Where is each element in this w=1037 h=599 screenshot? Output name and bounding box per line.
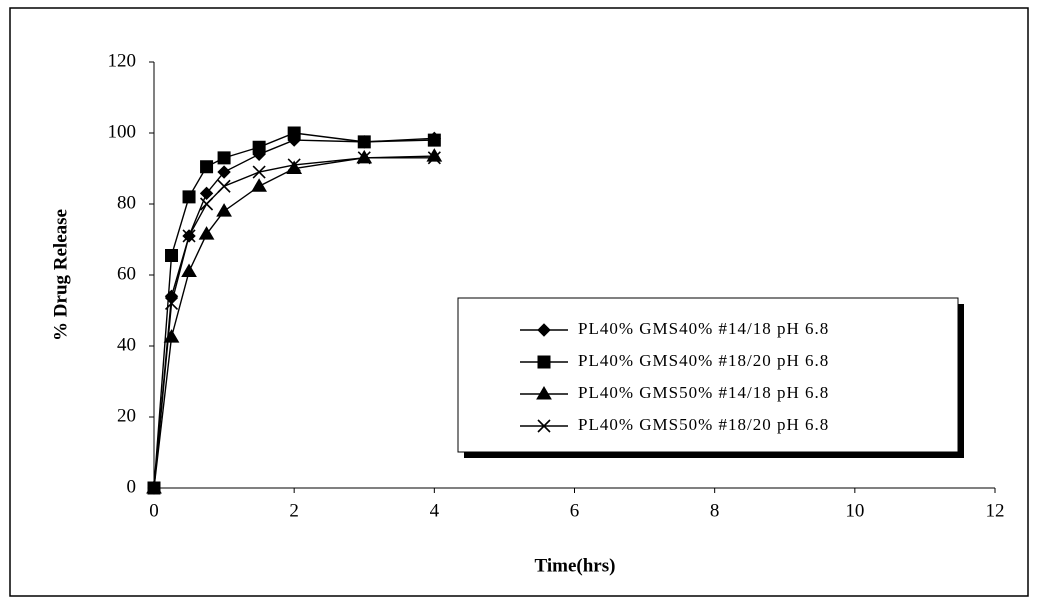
y-tick-label: 0 [127, 476, 137, 497]
x-tick-label: 2 [289, 500, 299, 521]
x-tick-label: 4 [430, 500, 440, 521]
legend-label: PL40% GMS40% #14/18 pH 6.8 [578, 319, 829, 338]
data-point [217, 179, 231, 193]
data-point [182, 229, 196, 243]
data-point [181, 263, 197, 277]
data-point [164, 296, 179, 310]
x-tick-label: 12 [986, 500, 1005, 521]
data-point [427, 151, 441, 165]
data-point [199, 186, 214, 201]
legend-label: PL40% GMS50% #14/18 pH 6.8 [578, 383, 829, 402]
legend-marker [537, 419, 551, 433]
y-tick-label: 40 [117, 334, 136, 355]
data-point [216, 203, 232, 217]
data-point [357, 151, 371, 165]
data-point [251, 178, 267, 192]
data-point [199, 197, 214, 211]
data-point [252, 165, 266, 179]
y-tick-label: 60 [117, 263, 136, 284]
data-point [200, 160, 214, 174]
data-point [252, 140, 266, 154]
x-tick-label: 0 [149, 500, 159, 521]
data-point [287, 126, 301, 140]
y-tick-label: 80 [117, 192, 136, 213]
data-point [182, 190, 196, 204]
y-tick-label: 20 [117, 405, 136, 426]
legend-marker [537, 323, 551, 337]
x-tick-label: 6 [570, 500, 580, 521]
legend-label: PL40% GMS50% #18/20 pH 6.8 [578, 415, 829, 434]
x-tick-label: 8 [710, 500, 720, 521]
data-point [165, 248, 179, 262]
data-point [357, 135, 371, 149]
data-point [217, 151, 231, 165]
data-point [287, 158, 301, 172]
legend-label: PL40% GMS40% #18/20 pH 6.8 [578, 351, 829, 370]
data-point [217, 165, 231, 179]
legend-marker [536, 386, 552, 400]
data-point [147, 481, 161, 495]
x-axis-title: Time(hrs) [535, 555, 616, 576]
y-tick-label: 120 [108, 50, 137, 71]
data-point [427, 133, 441, 147]
y-tick-label: 100 [108, 121, 137, 142]
y-axis-title: % Drug Release [50, 209, 71, 341]
legend-marker [537, 355, 551, 369]
x-tick-label: 10 [845, 500, 864, 521]
data-point [198, 226, 215, 240]
